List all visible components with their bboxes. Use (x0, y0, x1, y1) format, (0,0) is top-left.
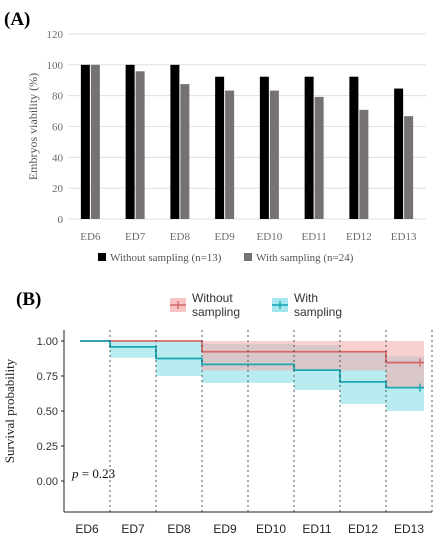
bar-with-ED9 (225, 90, 235, 220)
legend-swatch (244, 253, 252, 261)
x-tick-label: ED12 (348, 522, 378, 536)
x-tick-label: ED10 (256, 522, 286, 536)
y-tick-label: 0.50 (37, 406, 58, 418)
legend-label-line1: With (294, 291, 318, 305)
panel-b-label: (B) (16, 289, 41, 310)
bar-without-ED12 (349, 76, 359, 220)
x-tick-label: ED7 (121, 522, 145, 536)
bar-without-ED11 (304, 76, 314, 220)
confidence-band-without (340, 341, 386, 371)
y-tick-label: 0.00 (37, 476, 58, 488)
bar-with-ED11 (314, 96, 324, 219)
y-axis-title: Embryos viability (%) (26, 73, 40, 180)
x-tick-label: ED9 (215, 231, 236, 243)
bar-with-ED6 (90, 64, 100, 219)
confidence-band-with (110, 341, 156, 358)
legend-label: With sampling (n=24) (256, 252, 354, 264)
legend-label-line2: sampling (192, 305, 240, 319)
legend-swatch (98, 253, 106, 261)
viability-bar-chart: 0 20 40 60 80 100 120 Embryos viability (%) ED6 E… (26, 29, 426, 264)
confidence-band-without (202, 341, 248, 371)
bar-without-ED9 (215, 76, 225, 220)
confidence-band-without (386, 341, 424, 389)
legend-label: Without sampling (n=13) (110, 252, 222, 264)
bar-with-ED8 (180, 84, 190, 220)
x-tick-label: ED10 (257, 231, 283, 243)
bar-with-ED10 (269, 90, 279, 220)
y-tick-label: 120 (47, 29, 64, 41)
bar-with-ED12 (359, 109, 369, 219)
y-tick-label: 100 (47, 60, 64, 72)
bar-without-ED8 (170, 64, 180, 219)
x-tick-label: ED8 (167, 522, 191, 536)
y-tick-label: 1.00 (37, 336, 58, 348)
x-tick-label: ED13 (391, 231, 417, 243)
panel-a-label: (A) (4, 9, 30, 30)
y-tick-label: 60 (52, 122, 64, 134)
bar-with-ED13 (404, 116, 414, 219)
legend-label-line2: sampling (294, 305, 342, 319)
y-tick-label: 20 (52, 183, 64, 195)
p-value-label: p = 0.23 (71, 466, 115, 481)
survival-curve-chart: 0.00 0.25 0.50 0.75 1.00 Survival probability… (2, 291, 433, 536)
x-tick-label: ED6 (75, 522, 99, 536)
x-tick-label: ED11 (302, 522, 331, 536)
confidence-band-without (294, 341, 340, 371)
bar-without-ED7 (125, 64, 135, 219)
y-axis-title: Survival probability (2, 358, 17, 463)
legend-label-line1: Without (192, 291, 233, 305)
bar-without-ED13 (394, 88, 404, 219)
x-tick-label: ED11 (301, 231, 326, 243)
x-tick-label: ED9 (213, 522, 237, 536)
y-tick-label: 40 (52, 152, 64, 164)
bar-with-ED7 (135, 71, 145, 219)
x-tick-label: ED12 (346, 231, 372, 243)
y-tick-label: 0.25 (37, 441, 58, 453)
bar-without-ED6 (80, 64, 90, 219)
y-tick-label: 0 (58, 214, 64, 226)
y-tick-label: 0.75 (37, 371, 58, 383)
x-tick-label: ED13 (394, 522, 424, 536)
x-tick-label: ED6 (80, 231, 101, 243)
x-tick-label: ED8 (170, 231, 191, 243)
confidence-band-without (248, 341, 294, 371)
bar-without-ED10 (259, 76, 269, 220)
y-tick-label: 80 (52, 91, 64, 103)
survival-line-with (80, 340, 424, 389)
x-tick-label: ED7 (125, 231, 146, 243)
